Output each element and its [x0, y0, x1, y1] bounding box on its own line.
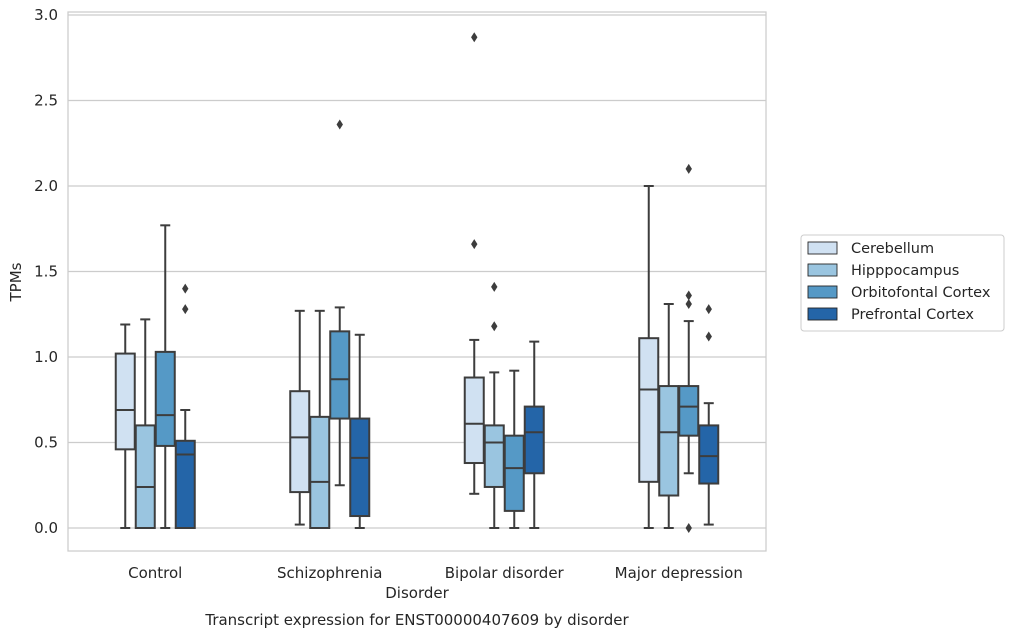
legend-label: Prefrontal Cortex	[851, 307, 974, 323]
legend-label: Hipppocampus	[851, 263, 959, 279]
legend-swatch	[807, 285, 838, 299]
outlier-point	[685, 298, 692, 309]
legend: Cerebellum Hipppocampus Orbitofontal Corte…	[800, 234, 1005, 332]
y-tick-label: 2.5	[34, 92, 58, 110]
box	[309, 415, 331, 530]
outlier-point	[491, 321, 498, 332]
box-group	[463, 32, 545, 529]
outlier-point	[471, 239, 478, 250]
outlier-point	[471, 32, 478, 43]
y-tick-label: 1.5	[34, 263, 58, 281]
outlier-point	[685, 523, 692, 533]
box	[678, 385, 700, 437]
box	[463, 376, 485, 465]
y-tick-label: 0.0	[34, 519, 58, 537]
box	[638, 337, 660, 483]
outlier-point	[705, 304, 712, 315]
box	[523, 405, 545, 475]
box	[289, 390, 311, 494]
box	[658, 385, 680, 497]
outlier-point	[685, 163, 692, 174]
legend-label: Cerebellum	[851, 241, 934, 257]
outlier-point	[685, 290, 692, 301]
legend-label: Orbitofontal Cortex	[851, 285, 991, 301]
box	[503, 434, 525, 512]
x-tick-label: Major depression	[615, 564, 743, 582]
outlier-point	[336, 119, 343, 130]
y-tick-label: 1.0	[34, 348, 58, 366]
box	[174, 439, 196, 530]
x-tick-label: Bipolar disorder	[445, 564, 565, 582]
legend-swatch	[807, 241, 838, 255]
box	[329, 330, 351, 420]
box	[698, 424, 720, 485]
box	[134, 424, 156, 529]
box-group	[114, 224, 196, 530]
box	[114, 352, 136, 451]
y-tick-label: 2.0	[34, 177, 58, 195]
y-tick-label: 3.0	[34, 6, 58, 24]
legend-frame	[800, 234, 1005, 332]
outlier-point	[182, 304, 189, 315]
box	[349, 417, 371, 518]
box	[483, 424, 505, 488]
y-tick-label: 0.5	[34, 434, 58, 452]
legend-swatch	[807, 263, 838, 277]
chart-caption: Transcript expression for ENST0000040760…	[204, 611, 629, 629]
legend-swatch	[807, 307, 838, 321]
box-groups	[114, 32, 720, 533]
box-group	[289, 119, 371, 530]
y-axis-label: TPMs	[7, 262, 25, 302]
outlier-point	[705, 331, 712, 342]
x-axis: Control Schizophrenia Bipolar disorder Majo…	[128, 564, 743, 582]
box-group	[638, 163, 720, 533]
outlier-point	[491, 281, 498, 292]
x-tick-label: Schizophrenia	[277, 564, 382, 582]
outlier-point	[182, 283, 189, 294]
x-axis-label: Disorder	[385, 584, 449, 602]
x-tick-label: Control	[128, 564, 182, 582]
box	[154, 350, 176, 447]
y-axis: 0.0 0.5 1.0 1.5 2.0 2.5 3.0	[34, 6, 58, 537]
